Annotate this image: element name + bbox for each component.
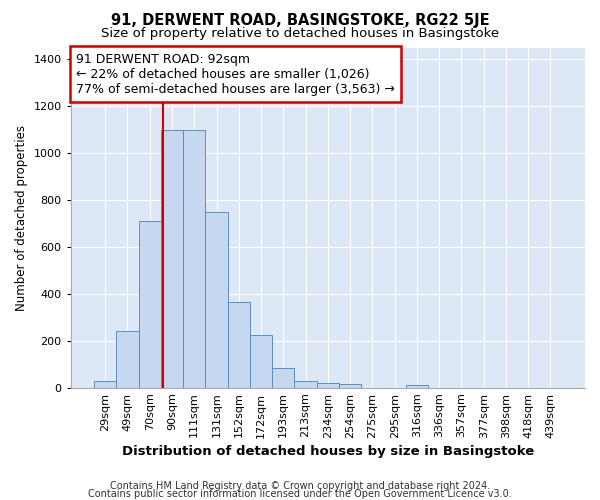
Y-axis label: Number of detached properties: Number of detached properties — [15, 124, 28, 310]
Bar — [227, 302, 250, 388]
Text: 91, DERWENT ROAD, BASINGSTOKE, RG22 5JE: 91, DERWENT ROAD, BASINGSTOKE, RG22 5JE — [110, 12, 490, 28]
X-axis label: Distribution of detached houses by size in Basingstoke: Distribution of detached houses by size … — [122, 444, 534, 458]
Bar — [406, 386, 428, 388]
Bar — [139, 221, 161, 388]
Bar — [183, 130, 205, 388]
Text: Size of property relative to detached houses in Basingstoke: Size of property relative to detached ho… — [101, 28, 499, 40]
Bar — [250, 335, 272, 388]
Bar — [205, 212, 227, 388]
Bar — [317, 383, 339, 388]
Bar — [116, 332, 139, 388]
Text: Contains HM Land Registry data © Crown copyright and database right 2024.: Contains HM Land Registry data © Crown c… — [110, 481, 490, 491]
Text: 91 DERWENT ROAD: 92sqm
← 22% of detached houses are smaller (1,026)
77% of semi-: 91 DERWENT ROAD: 92sqm ← 22% of detached… — [76, 52, 395, 96]
Bar — [94, 380, 116, 388]
Bar — [339, 384, 361, 388]
Bar — [295, 380, 317, 388]
Text: Contains public sector information licensed under the Open Government Licence v3: Contains public sector information licen… — [88, 489, 512, 499]
Bar — [272, 368, 295, 388]
Bar — [161, 130, 183, 388]
